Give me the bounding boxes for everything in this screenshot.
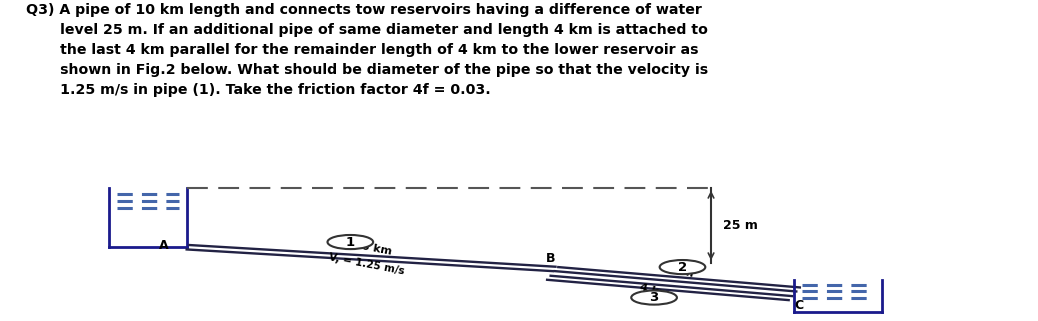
Text: 25 m: 25 m: [723, 219, 759, 232]
Text: Q3) A pipe of 10 km length and connects tow reservoirs having a difference of wa: Q3) A pipe of 10 km length and connects …: [26, 3, 708, 97]
Text: V, = 1.25 m/s: V, = 1.25 m/s: [328, 252, 405, 276]
Circle shape: [327, 235, 374, 249]
Text: 2: 2: [678, 261, 687, 273]
Text: 6 km: 6 km: [361, 242, 392, 257]
Text: 4 km: 4 km: [638, 282, 671, 300]
Text: 4 km: 4 km: [662, 261, 694, 279]
Circle shape: [660, 260, 706, 274]
Text: 1: 1: [346, 236, 355, 248]
Circle shape: [631, 291, 677, 305]
Text: C: C: [795, 299, 803, 311]
Text: B: B: [545, 252, 555, 265]
Text: A: A: [159, 239, 168, 252]
Text: 3: 3: [650, 291, 659, 304]
